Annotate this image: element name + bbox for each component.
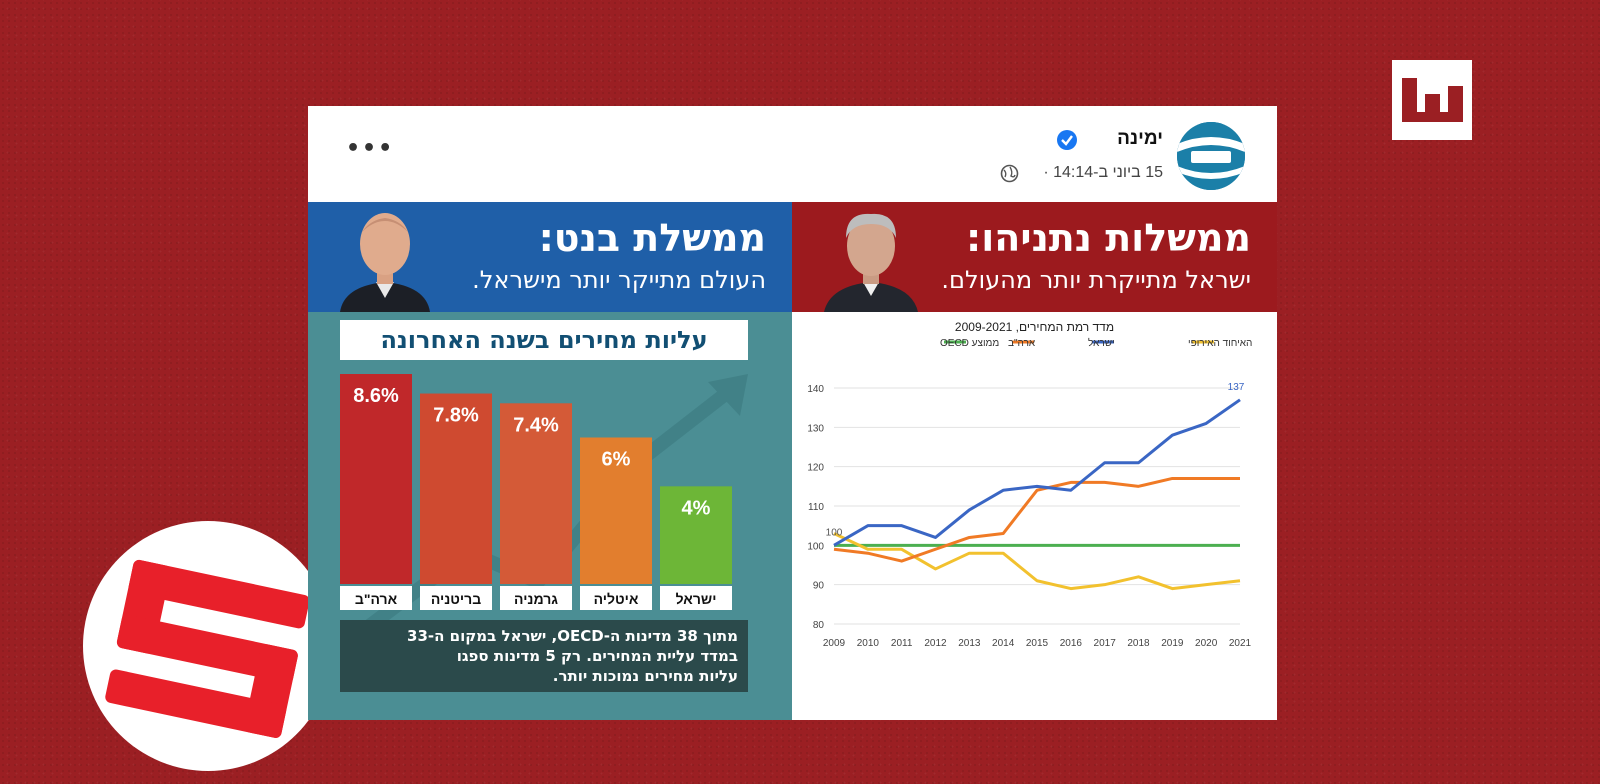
footnote-line-3: עליות מחירים נמוכות יותר. [552,667,738,685]
annotation-0: 100 [826,527,843,538]
series-line-3 [833,532,1241,591]
site-logo-icon [1392,60,1472,140]
x-tick-label: 2020 [1195,638,1218,649]
brand-logo-icon [83,521,333,771]
line-chart-title: מדד רמת המחירים, 2009-2021 [954,320,1115,334]
bennett-panel: ממשלת בנט: העולם מתייקר יותר מישראל. עלי… [308,202,792,720]
bar-category-label-2: גרמניה [514,591,558,607]
price-increase-bar-chart: 8.6% ארה"ב 7.8% בריטניה 7.4% גרמניה 6% איטליה 4%… [340,374,732,610]
oecd-footnote: מתוך 38 מדינות ה-OECD, ישראל במקום ה-33 … [340,620,748,692]
bar-category-box-1 [420,586,492,610]
social-post-card: ימינה 15 ביוני ב-14:14 · ••• ממשלת בנט: … [308,106,1277,720]
y-tick-label: 90 [813,581,825,592]
x-tick-label: 2019 [1161,638,1184,649]
y-tick-label: 80 [813,620,825,631]
x-tick-label: 2018 [1127,638,1150,649]
bar-0 [340,374,412,584]
legend-label-0: ממוצע OECD [940,338,999,349]
price-level-chart-panel: מדד רמת המחירים, 2009-2021 האיחוד האירופ… [792,312,1277,720]
footnote-line-1: מתוך 38 מדינות ה-OECD, ישראל במקום ה-33 [407,627,738,645]
y-tick-label: 130 [807,423,824,434]
price-level-line-chart: האיחוד האירופי ישראל ארה"ב ממוצע OECD 80 90 10… [807,337,1252,649]
bar-4 [660,486,732,584]
bar-value-label-0: 8.6% [353,385,399,407]
verified-badge-icon [1057,130,1077,150]
bar-category-label-4: ישראל [676,591,717,607]
bar-value-label-1: 7.8% [433,405,479,427]
bar-category-box-3 [580,586,652,610]
bar-3 [580,437,652,584]
bar-category-box-4 [660,586,732,610]
x-tick-label: 2014 [992,638,1015,649]
bennett-portrait [330,202,440,312]
page-avatar[interactable] [1177,122,1245,190]
series-line-2 [833,398,1241,547]
bar-value-label-3: 6% [602,448,631,470]
y-tick-label: 120 [807,463,824,474]
bar-value-label-4: 4% [682,497,711,519]
y-tick-label: 100 [807,541,824,552]
bars-chart-title: עליות מחירים בשנה האחרונה [380,326,708,354]
bar-category-label-0: ארה"ב [355,591,398,607]
x-tick-label: 2017 [1094,638,1117,649]
x-tick-label: 2021 [1229,638,1252,649]
globe-icon [1000,164,1019,183]
bar-category-label-3: איטליה [594,591,639,607]
bennett-title: ממשלת בנט: [538,216,766,260]
bar-category-label-1: בריטניה [431,591,481,607]
footnote-line-2: במדד עליית המחירים. רק 5 מדינות ספגו [456,647,738,665]
x-tick-label: 2010 [857,638,880,649]
post-header: ימינה 15 ביוני ב-14:14 · ••• [308,106,1277,202]
page-name[interactable]: ימינה [1117,128,1163,149]
x-tick-label: 2012 [924,638,947,649]
bars-title-box: עליות מחירים בשנה האחרונה [340,320,748,360]
legend-label-1: ארה"ב [1008,338,1036,349]
y-tick-label: 140 [807,384,824,395]
bar-1 [420,393,492,584]
legend-label-3: האיחוד האירופי [1188,338,1252,349]
bar-value-label-2: 7.4% [513,414,559,436]
x-tick-label: 2015 [1026,638,1049,649]
bar-2 [500,403,572,584]
bar-category-box-0 [340,586,412,610]
y-tick-label: 110 [808,502,824,513]
netanyahu-portrait [816,202,926,312]
x-tick-label: 2016 [1060,638,1083,649]
netanyahu-title: ממשלות נתניהו: [966,216,1251,260]
x-tick-label: 2011 [891,638,913,649]
series-line-1 [833,476,1240,563]
legend-label-2: ישראל [1088,337,1115,349]
x-tick-label: 2009 [823,638,846,649]
bar-category-box-2 [500,586,572,610]
annotation-1: 137 [1228,382,1245,393]
more-options-button[interactable]: ••• [346,136,395,161]
x-tick-label: 2013 [958,638,981,649]
netanyahu-subtitle: ישראל מתייקרת יותר מהעולם. [941,266,1251,294]
bennett-subtitle: העולם מתייקר יותר מישראל. [472,266,766,294]
post-timestamp[interactable]: 15 ביוני ב-14:14 · [1043,164,1163,181]
